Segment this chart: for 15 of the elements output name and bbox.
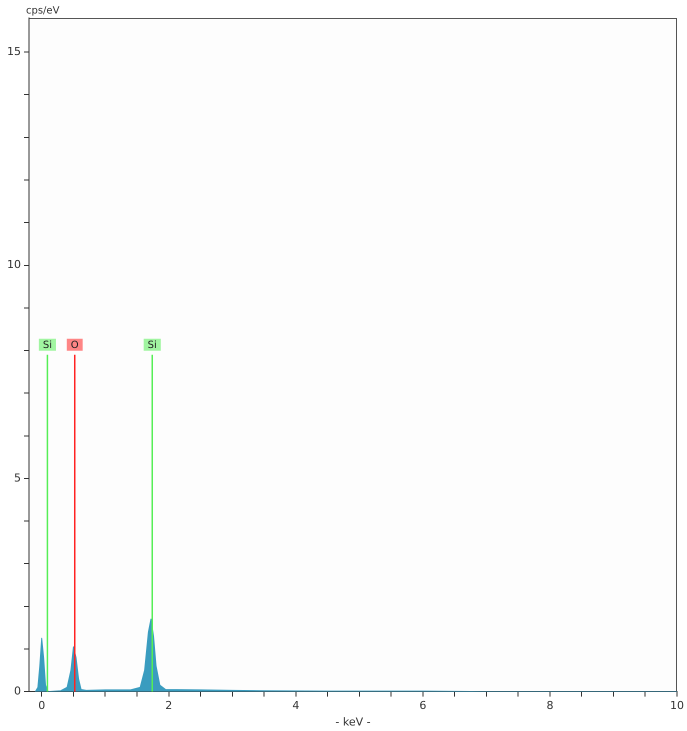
x-tick-label: 2 [165, 699, 172, 712]
x-tick-label: 6 [419, 699, 426, 712]
ref-line-label: Si [148, 340, 157, 351]
x-tick-label: 10 [670, 699, 684, 712]
y-axis-title: cps/eV [26, 6, 60, 17]
x-tick-label: 0 [38, 699, 46, 712]
y-tick-label: 10 [6, 258, 21, 272]
x-tick-label: 4 [292, 699, 300, 712]
ref-line-label: O [70, 340, 79, 351]
x-axis-title: - keV - [335, 715, 371, 728]
ref-line-label: Si [42, 340, 52, 351]
y-tick-label: 15 [6, 44, 21, 58]
x-tick-label: 8 [546, 699, 554, 712]
y-tick-label: 0 [14, 684, 21, 698]
y-tick-label: 5 [14, 471, 21, 484]
